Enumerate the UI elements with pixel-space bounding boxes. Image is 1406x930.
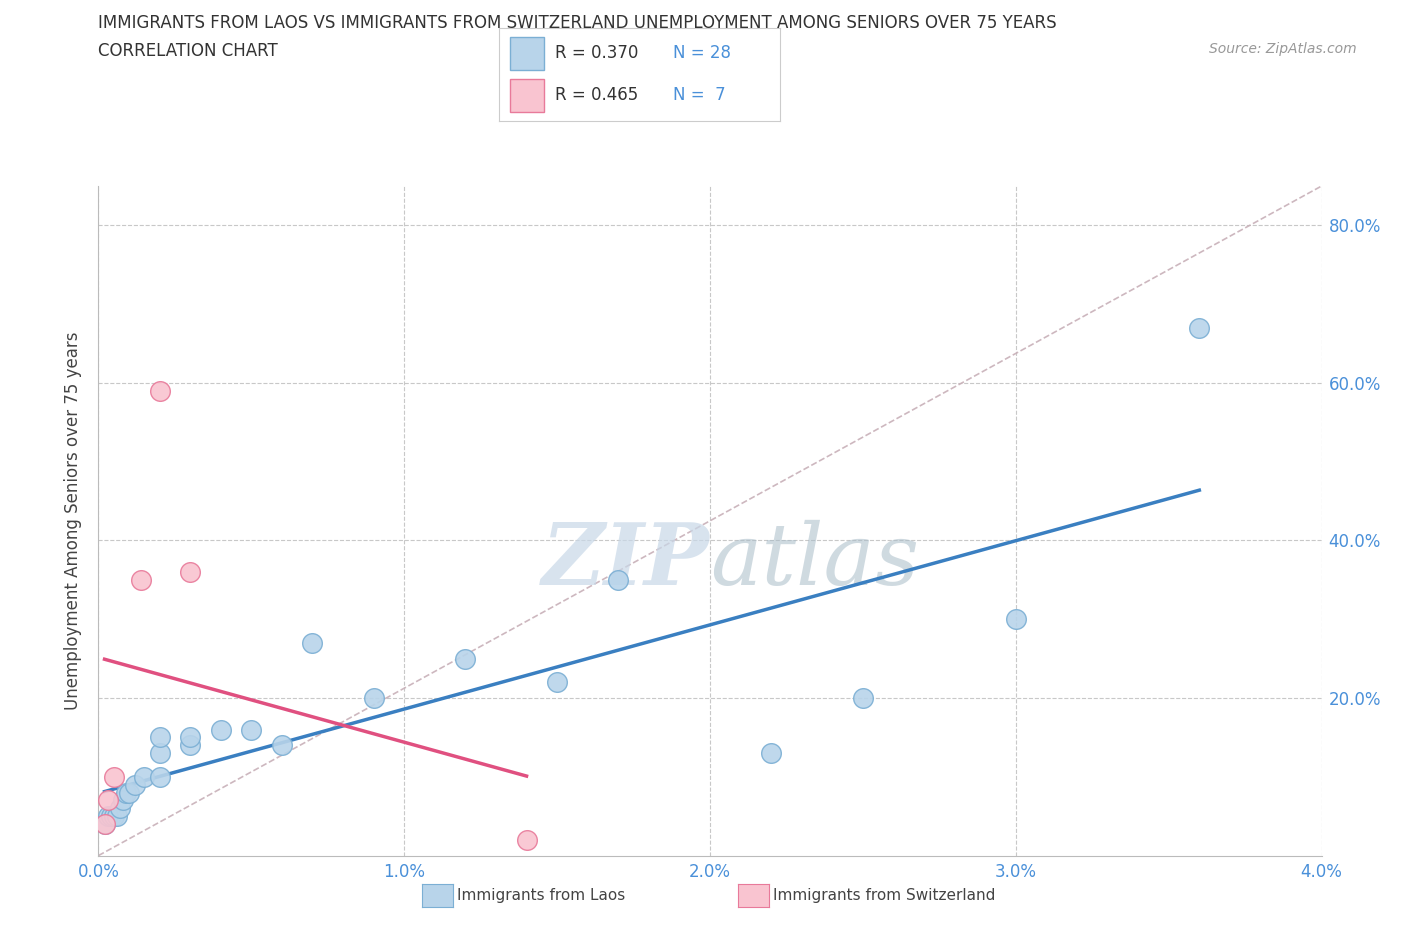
Y-axis label: Unemployment Among Seniors over 75 years: Unemployment Among Seniors over 75 years — [65, 332, 83, 710]
Point — [103, 809, 125, 824]
Text: Immigrants from Switzerland: Immigrants from Switzerland — [773, 888, 995, 903]
Text: Immigrants from Laos: Immigrants from Laos — [457, 888, 626, 903]
Point — [516, 832, 538, 847]
Point — [149, 383, 172, 398]
Point — [607, 573, 630, 588]
Point — [93, 817, 115, 831]
Point — [149, 746, 172, 761]
Point — [240, 722, 263, 737]
Point — [103, 769, 125, 784]
Text: CORRELATION CHART: CORRELATION CHART — [98, 42, 278, 60]
Bar — [510, 37, 544, 70]
Text: Source: ZipAtlas.com: Source: ZipAtlas.com — [1209, 42, 1357, 56]
Point — [1188, 320, 1211, 335]
Point — [97, 793, 120, 808]
Text: IMMIGRANTS FROM LAOS VS IMMIGRANTS FROM SWITZERLAND UNEMPLOYMENT AMONG SENIORS O: IMMIGRANTS FROM LAOS VS IMMIGRANTS FROM … — [98, 14, 1057, 32]
Point — [179, 565, 201, 579]
Point — [129, 573, 152, 588]
Point — [454, 651, 477, 666]
Text: N =  7: N = 7 — [673, 86, 725, 104]
Point — [149, 769, 172, 784]
Point — [546, 675, 568, 690]
Text: R = 0.370: R = 0.370 — [555, 44, 638, 62]
Point — [209, 722, 232, 737]
Point — [105, 809, 128, 824]
Point — [363, 691, 385, 706]
Text: R = 0.465: R = 0.465 — [555, 86, 638, 104]
Point — [759, 746, 782, 761]
Point — [301, 635, 323, 650]
Point — [149, 730, 172, 745]
Point — [100, 809, 122, 824]
Point — [97, 809, 120, 824]
Point — [124, 777, 146, 792]
Point — [179, 730, 201, 745]
Text: ZIP: ZIP — [543, 519, 710, 603]
Bar — [510, 79, 544, 112]
Point — [108, 801, 131, 816]
Point — [118, 785, 141, 800]
Point — [111, 793, 134, 808]
Text: atlas: atlas — [710, 520, 920, 603]
Point — [852, 691, 875, 706]
Text: N = 28: N = 28 — [673, 44, 731, 62]
Point — [134, 769, 156, 784]
Point — [115, 785, 138, 800]
Point — [179, 737, 201, 752]
Point — [93, 817, 115, 831]
Point — [1004, 612, 1026, 627]
Point — [270, 737, 294, 752]
